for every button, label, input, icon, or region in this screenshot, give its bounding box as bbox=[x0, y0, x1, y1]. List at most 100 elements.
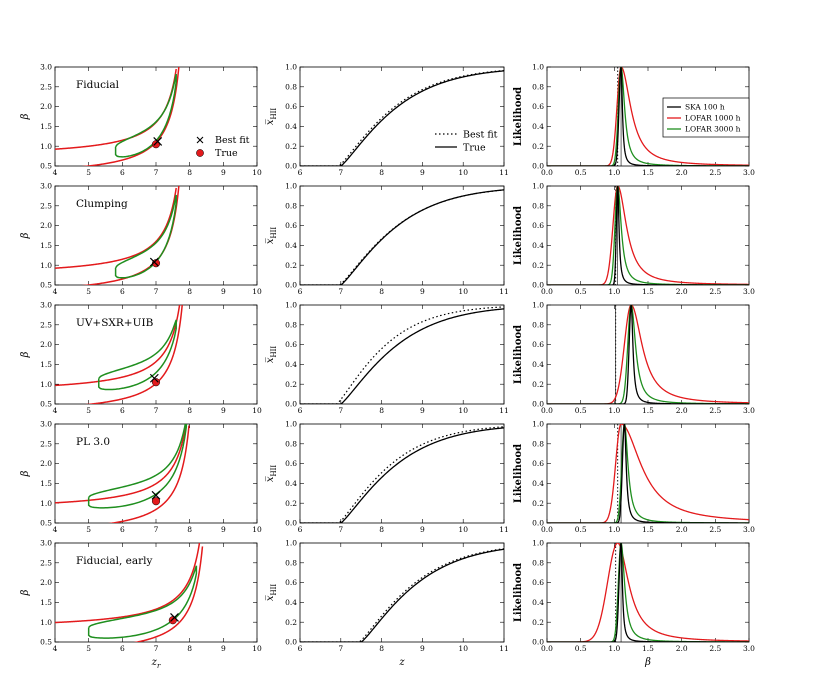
y-tick-label: 0.0 bbox=[285, 162, 297, 171]
x-tick-label: 6 bbox=[298, 287, 303, 296]
x-tick-label: 1.5 bbox=[642, 287, 654, 296]
x-tick-label: 10 bbox=[252, 287, 262, 296]
y-tick-label: 0.4 bbox=[285, 598, 297, 607]
y-tick-label: 1.0 bbox=[532, 182, 544, 191]
y-axis-label: Likelihood bbox=[513, 206, 524, 265]
x-tick-label: 6 bbox=[298, 406, 303, 415]
x-tick-label: 4 bbox=[53, 287, 58, 296]
x-tick-label: 2.0 bbox=[676, 406, 688, 415]
x-tick-label: 7 bbox=[154, 644, 159, 653]
x-tick-label: 2.5 bbox=[709, 406, 721, 415]
contour-panel-2: 4 5 6 7 8 9 10 0.5 1.0 1.5 2.0 2.5 3.0 β Clumping bbox=[20, 182, 262, 296]
ska-curve bbox=[547, 186, 749, 285]
y-tick-label: 2.0 bbox=[40, 459, 52, 468]
x-tick-label: 7 bbox=[154, 406, 159, 415]
y-tick-label: 0.4 bbox=[285, 241, 297, 250]
legend-label: SKA 100 h bbox=[685, 103, 725, 112]
x-tick-label: 0.5 bbox=[575, 406, 587, 415]
y-axis-label: β bbox=[20, 589, 31, 596]
lofar-3000-curve bbox=[547, 424, 749, 523]
x-tick-label: 8 bbox=[379, 168, 384, 177]
y-tick-label: 0.2 bbox=[532, 261, 544, 270]
y-tick-label: 2.5 bbox=[40, 201, 52, 210]
lofar-3000-curve bbox=[547, 305, 749, 404]
y-axis-label: β bbox=[20, 470, 31, 477]
x-tick-label: 5 bbox=[86, 644, 91, 653]
y-tick-label: 0.4 bbox=[285, 122, 297, 131]
y-axis-label: x̅HII bbox=[265, 346, 278, 364]
x-tick-label: 3.0 bbox=[743, 644, 755, 653]
y-tick-label: 0.8 bbox=[285, 439, 297, 448]
x-tick-label: 1.0 bbox=[608, 525, 620, 534]
outer-contour-line bbox=[55, 543, 201, 624]
y-tick-label: 0.2 bbox=[285, 142, 297, 151]
x-tick-label: 9 bbox=[221, 644, 226, 653]
best-fit-marker bbox=[170, 613, 179, 622]
true-marker bbox=[151, 378, 161, 387]
y-tick-label: 3.0 bbox=[40, 539, 52, 548]
likelihood-plot-area bbox=[547, 424, 749, 523]
xhii-panel-4: 6 7 8 9 10 11 0.0 0.2 0.4 0.6 0.8 1.0 x̅HII bbox=[265, 420, 509, 534]
x-tick-label: 11 bbox=[499, 525, 509, 534]
x-tick-label: 6 bbox=[120, 525, 125, 534]
y-tick-label: 2.5 bbox=[40, 439, 52, 448]
y-axis-label: β bbox=[20, 113, 31, 120]
xhii-legend: Best fit True bbox=[435, 130, 498, 154]
y-tick-label: 1.0 bbox=[40, 618, 52, 627]
likelihood-plot-area bbox=[547, 186, 749, 285]
x-tick-label: 4 bbox=[53, 168, 58, 177]
lofar-1000-curve bbox=[547, 305, 749, 404]
x-tick-label: 5 bbox=[86, 287, 91, 296]
y-tick-label: 0.4 bbox=[285, 360, 297, 369]
x-tick-label: 7 bbox=[154, 168, 159, 177]
y-axis-label: Likelihood bbox=[513, 563, 524, 622]
y-tick-label: 1.0 bbox=[40, 142, 52, 151]
x-tick-label: 1.0 bbox=[608, 168, 620, 177]
x-tick-label: 8 bbox=[187, 168, 192, 177]
lofar-1000-curve bbox=[547, 67, 749, 166]
xhii-panel-1: 6 7 8 9 10 11 0.0 0.2 0.4 0.6 0.8 1.0 x̅HII Best fit T… bbox=[265, 63, 509, 177]
outer-contour-line bbox=[85, 305, 183, 404]
model-label: PL 3.0 bbox=[76, 436, 110, 448]
xhii-panel-3: 6 7 8 9 10 11 0.0 0.2 0.4 0.6 0.8 1.0 x̅HII bbox=[265, 301, 509, 415]
true-curve bbox=[300, 427, 504, 523]
y-tick-label: 0.5 bbox=[40, 281, 52, 290]
x-tick-label: 8 bbox=[187, 287, 192, 296]
x-tick-label: 10 bbox=[252, 644, 262, 653]
contour-plot-area bbox=[55, 424, 190, 523]
x-tick-label: 7 bbox=[154, 287, 159, 296]
likelihood-plot-area bbox=[547, 305, 749, 404]
x-tick-label: 9 bbox=[221, 168, 226, 177]
y-tick-label: 0.8 bbox=[285, 201, 297, 210]
lofar-1000-curve bbox=[547, 543, 749, 642]
x-tick-label: 0.0 bbox=[541, 525, 553, 534]
y-tick-label: 0.0 bbox=[532, 400, 544, 409]
y-tick-label: 0.6 bbox=[532, 340, 544, 349]
x-tick-label: 2.5 bbox=[709, 644, 721, 653]
contour-plot-area bbox=[55, 305, 183, 404]
axes-frame bbox=[299, 66, 505, 167]
outer-contour-line bbox=[108, 425, 190, 523]
y-tick-label: 1.0 bbox=[285, 420, 297, 429]
best-fit-curve bbox=[300, 189, 504, 285]
axes-frame bbox=[546, 423, 750, 524]
y-tick-label: 0.6 bbox=[532, 102, 544, 111]
legend-true-label: True bbox=[463, 143, 486, 154]
y-axis-label: Likelihood bbox=[513, 444, 524, 503]
legend-label: LOFAR 1000 h bbox=[685, 114, 741, 123]
y-tick-label: 0.2 bbox=[532, 142, 544, 151]
x-tick-label: 11 bbox=[499, 644, 509, 653]
y-axis-label: Likelihood bbox=[513, 87, 524, 146]
y-tick-label: 1.0 bbox=[532, 420, 544, 429]
x-tick-label: 9 bbox=[420, 168, 425, 177]
x-tick-label: 2.0 bbox=[676, 168, 688, 177]
x-tick-label: 1.0 bbox=[608, 644, 620, 653]
contour-plot-area bbox=[55, 543, 204, 642]
y-tick-label: 2.5 bbox=[40, 82, 52, 91]
x-tick-label: 0.0 bbox=[541, 287, 553, 296]
y-tick-label: 0.0 bbox=[285, 638, 297, 647]
axes-frame bbox=[546, 185, 750, 286]
outer-contour-line bbox=[55, 305, 181, 387]
x-tick-label: 9 bbox=[221, 406, 226, 415]
y-tick-label: 0.5 bbox=[40, 162, 52, 171]
